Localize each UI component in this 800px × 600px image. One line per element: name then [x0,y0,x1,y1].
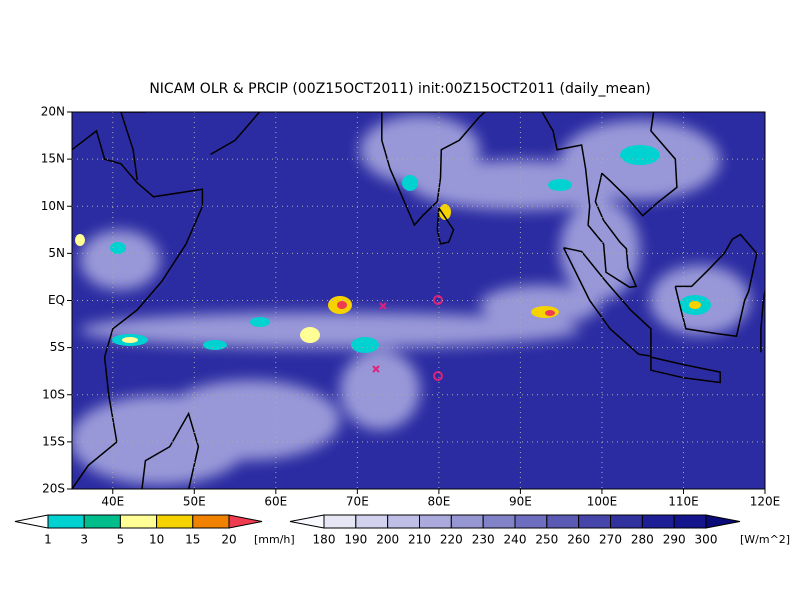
coastline [120,112,146,181]
coastline [72,129,204,489]
lon-tick-label: 90E [509,495,532,509]
coastline [141,411,200,489]
colorbar-box [156,514,194,529]
colorbar-triangle [705,514,741,529]
precip-colorbar: 1 3 5 10 15 20 [mm/h] [14,514,295,547]
coastline [760,290,765,353]
colorbar-label: 200 [376,533,399,547]
colorbar-box [482,514,516,529]
colorbar-label: 3 [80,533,88,547]
colorbar-box [546,514,580,529]
coastline [210,112,261,156]
lat-tick-label: 5S [50,340,65,354]
colorbar-label: 190 [344,533,367,547]
colorbar-box [47,514,85,529]
ticks: 40E 50E 60E 70E 80E 90E 100E 110E 120E 20N 15N 10N 5… [41,105,781,509]
colorbar-label: 210 [408,533,431,547]
colorbar-box [673,514,707,529]
lon-tick-label: 40E [101,495,124,509]
colorbar-box [83,514,121,529]
colorbar-triangle [14,514,49,529]
lon-tick-label: 50E [183,495,206,509]
coastline [381,112,487,227]
colorbar-box [419,514,452,529]
lat-tick-label: 15S [42,434,65,448]
colorbar-box [514,514,548,529]
lat-tick-label: 10S [42,387,65,401]
colorbar-label: 5 [117,533,125,547]
colorbar-label: 20 [221,533,236,547]
colorbar-label: 260 [567,533,590,547]
lon-tick-label: 70E [346,495,369,509]
colorbar-label: 180 [313,533,336,547]
map-title: NICAM OLR & PRCIP (00Z15OCT2011) init:00… [149,81,650,97]
colorbar-box [641,514,675,529]
colorbar-label: 1 [44,533,52,547]
colorbar-label: 15 [185,533,200,547]
colorbar-box [450,514,484,529]
colorbar-label: 280 [631,533,654,547]
colorbar-box [610,514,643,529]
colorbar-label: 300 [695,533,718,547]
colorbar-units: [mm/h] [254,533,295,546]
colorbar-triangle [289,514,325,529]
lon-tick-label: 80E [427,495,450,509]
colorbar-box [578,514,612,529]
colorbar-label: 290 [663,533,686,547]
coastlines [72,112,765,489]
colorbar-box [119,514,158,529]
lon-tick-label: 120E [750,495,781,509]
colorbar-triangle [228,514,263,529]
colorbar-box [355,514,389,529]
map-field [72,112,765,489]
lon-tick-label: 110E [668,495,699,509]
colorbar-label: 250 [535,533,558,547]
colorbar-box [323,514,357,529]
colorbar-box [192,514,230,529]
colorbar-label: 10 [149,533,164,547]
colorbar-label: 240 [504,533,527,547]
colorbar-label: 220 [440,533,463,547]
coastline [436,207,455,245]
colorbar-label: 230 [472,533,495,547]
coastline [541,112,678,289]
coastline [562,246,652,357]
colorbar-box [387,514,420,529]
lon-tick-label: 100E [587,495,618,509]
colorbar-units: [W/m^2] [740,533,790,546]
coastline [650,356,721,384]
lat-tick-label: 20S [42,482,65,496]
lat-tick-label: EQ [48,293,65,307]
lat-tick-label: 10N [41,199,65,213]
olr-colorbar: 180 190 200 210 220 230 240 250 260 270 280 290 300 [… [289,514,790,547]
lat-tick-label: 15N [41,152,65,166]
coastline [674,233,758,338]
lon-tick-label: 60E [264,495,287,509]
lat-tick-label: 20N [41,105,65,119]
lat-tick-label: 5N [48,246,65,260]
precip-cells [75,145,711,353]
colorbar-label: 270 [599,533,622,547]
